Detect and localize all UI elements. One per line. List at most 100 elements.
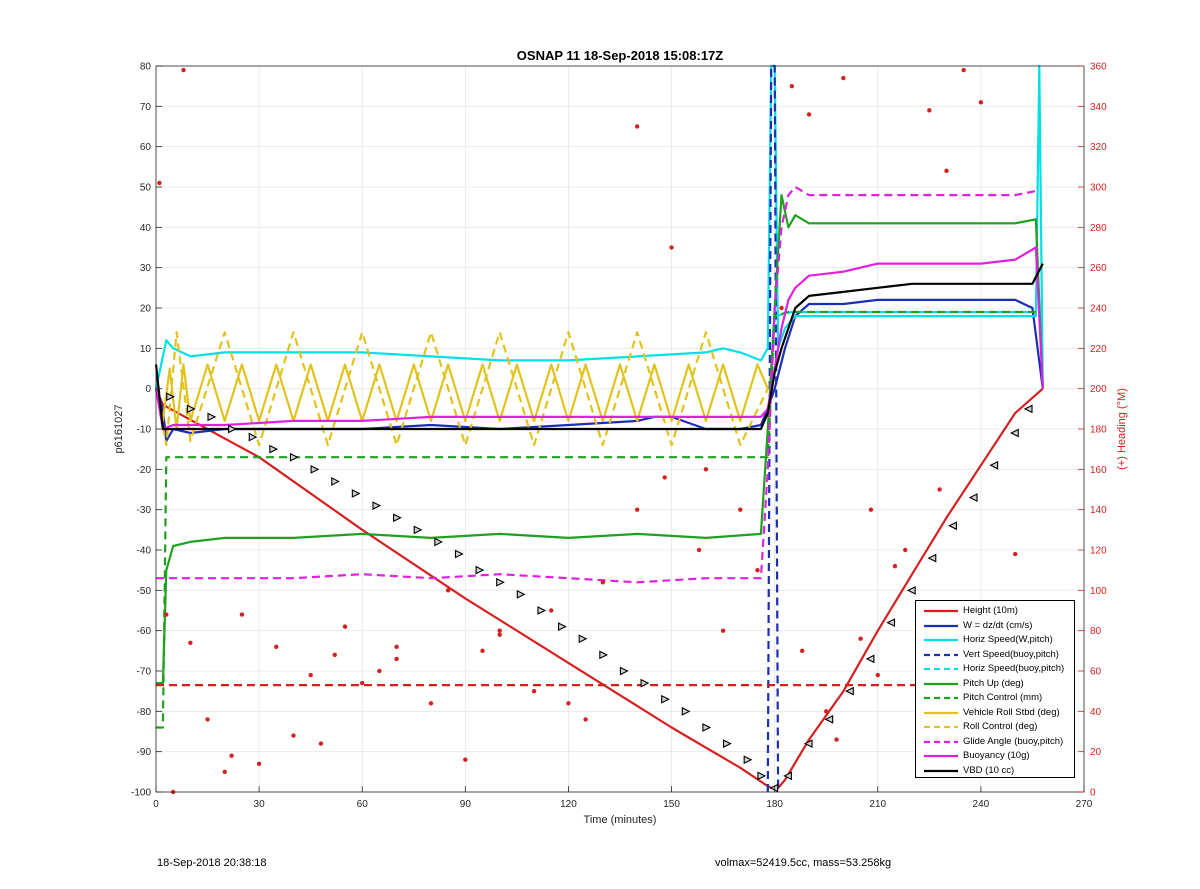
orientation-marker <box>803 739 813 748</box>
orientation-marker <box>289 452 299 462</box>
y-tick-label: 20 <box>140 304 152 315</box>
y2-tick-label: 280 <box>1090 223 1107 234</box>
y-axis-label: p6161027 <box>113 405 125 454</box>
orientation-marker <box>207 412 217 422</box>
heading-point <box>669 245 674 250</box>
legend-label: Glide Angle (buoy,pitch) <box>963 735 1064 747</box>
series-line-7 <box>154 363 769 431</box>
heading-point <box>903 547 908 553</box>
legend-label: Horiz Speed(buoy,pitch) <box>963 663 1065 674</box>
y2-tick-label: 200 <box>1090 384 1107 395</box>
series-line-2 <box>154 64 1044 389</box>
heading-point <box>978 100 984 105</box>
orientation-marker <box>722 739 732 748</box>
legend-swatch <box>924 711 958 714</box>
y2-tick-label: 40 <box>1090 707 1102 718</box>
heading-point <box>961 67 966 73</box>
heading-point <box>229 753 234 758</box>
heading-point <box>445 588 451 593</box>
heading-point <box>181 67 186 73</box>
y2-tick-label: 320 <box>1090 142 1107 153</box>
heading-point <box>868 507 874 512</box>
heading-point <box>256 761 262 766</box>
orientation-marker <box>599 650 609 660</box>
heading-point <box>834 737 839 742</box>
legend-swatch <box>924 754 958 758</box>
heading-point <box>703 467 709 472</box>
heading-point <box>824 709 829 714</box>
orientation-marker <box>413 525 423 535</box>
orientation-marker <box>906 585 916 595</box>
orientation-marker <box>269 444 279 454</box>
orientation-marker <box>393 513 402 523</box>
y2-tick-label: 360 <box>1090 62 1107 73</box>
chart-title: OSNAP 11 18-Sep-2018 15:08:17Z <box>517 48 723 63</box>
series-line-6 <box>156 310 1036 729</box>
x-tick-label: 90 <box>460 799 472 810</box>
series-line-8 <box>154 331 769 447</box>
orientation-marker <box>186 404 196 414</box>
legend-label: Vert Speed(buoy,pitch) <box>963 648 1059 660</box>
heading-point <box>927 108 932 113</box>
legend-swatch <box>924 725 958 729</box>
legend-label: W = dz/dt (cm/s) <box>963 619 1033 631</box>
orientation-marker <box>702 723 712 732</box>
x-tick-label: 240 <box>973 799 990 810</box>
heading-point <box>858 636 863 641</box>
legend-swatch <box>924 638 958 642</box>
heading-point <box>799 648 805 654</box>
heading-point <box>394 656 399 662</box>
series-line-3 <box>766 64 780 793</box>
heading-point <box>318 741 324 746</box>
x-axis-label: Time (minutes) <box>584 814 657 826</box>
heading-point <box>806 112 812 117</box>
heading-point <box>634 507 640 512</box>
orientation-marker <box>1010 428 1019 438</box>
orientation-marker <box>865 654 875 664</box>
legend-swatch <box>924 682 958 685</box>
y2-tick-label: 20 <box>1090 747 1102 758</box>
heading-point <box>531 688 537 694</box>
heading-point <box>274 644 279 649</box>
legend-label: Roll Control (deg) <box>963 721 1038 732</box>
y-tick-label: 70 <box>140 102 152 113</box>
y-tick-label: 50 <box>140 183 152 194</box>
heading-point <box>1013 551 1018 557</box>
legend-swatch <box>924 667 958 671</box>
heading-point <box>239 612 245 617</box>
legend-swatch <box>924 624 958 627</box>
x-tick-label: 60 <box>357 799 369 810</box>
orientation-marker <box>989 460 999 470</box>
heading-point <box>308 672 313 678</box>
legend-label: Horiz Speed(W,pitch) <box>963 634 1053 645</box>
heading-point <box>342 624 348 629</box>
x-tick-label: 270 <box>1076 799 1093 810</box>
heading-point <box>600 580 606 585</box>
heading-point <box>944 168 949 174</box>
y-tick-label: -90 <box>137 747 152 758</box>
legend-swatch <box>924 696 958 700</box>
y-tick-label: 60 <box>140 142 152 153</box>
orientation-marker <box>769 783 779 793</box>
legend-entry: VBD (10 cc) <box>920 764 1074 778</box>
heading-point <box>634 124 640 129</box>
heading-point <box>696 547 702 553</box>
orientation-marker <box>454 549 464 559</box>
y2-tick-label: 100 <box>1090 586 1107 597</box>
x-tick-label: 120 <box>560 799 577 810</box>
y2-tick-label: 300 <box>1090 183 1107 194</box>
y-tick-label: 10 <box>140 344 152 355</box>
orientation-marker <box>681 706 691 716</box>
heading-point <box>377 668 382 674</box>
legend-label: Vehicle Roll Stbd (deg) <box>963 706 1060 718</box>
legend-entry: Roll Control (deg) <box>920 720 1074 734</box>
footer-timestamp: 18-Sep-2018 20:38:18 <box>157 857 267 869</box>
heading-point <box>720 628 726 633</box>
orientation-marker <box>757 771 767 781</box>
y-tick-label: -100 <box>131 788 151 799</box>
orientation-marker <box>248 432 258 442</box>
legend-entry: Vert Speed(buoy,pitch) <box>920 648 1074 662</box>
orientation-marker <box>927 553 937 563</box>
y2-axis-label: (+) Heading (°M) <box>1116 388 1128 470</box>
orientation-marker <box>578 634 588 644</box>
